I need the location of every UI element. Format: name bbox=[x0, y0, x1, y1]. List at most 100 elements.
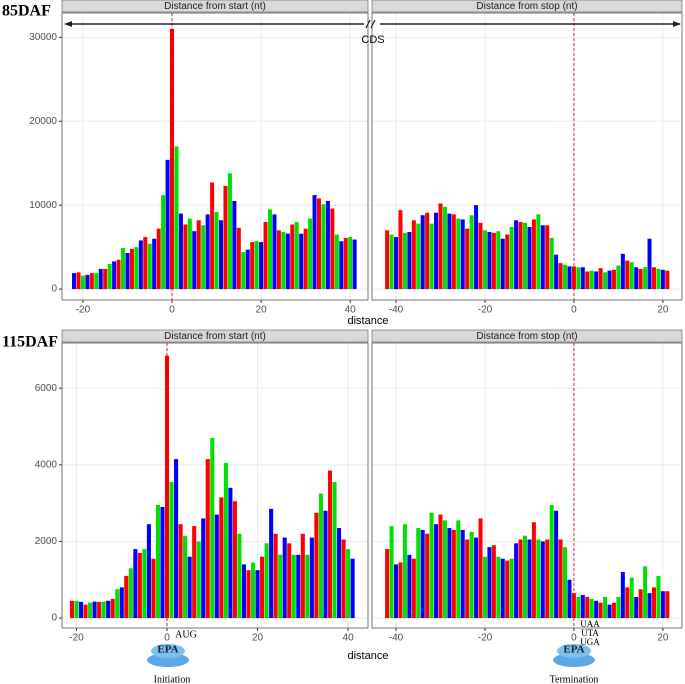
bar bbox=[133, 549, 138, 619]
bar bbox=[281, 232, 286, 290]
bar bbox=[228, 487, 233, 619]
stop-codon: UAA bbox=[580, 619, 600, 629]
bar bbox=[634, 596, 639, 619]
bar bbox=[146, 524, 151, 619]
bar bbox=[92, 601, 97, 619]
strip bbox=[371, 329, 683, 343]
bar bbox=[647, 238, 652, 290]
bar bbox=[124, 575, 129, 619]
bar bbox=[643, 566, 648, 619]
bar bbox=[491, 545, 496, 619]
break-mark bbox=[365, 19, 376, 29]
panel: Distance from stop (nt) -40 -20 0 20 bbox=[371, 0, 683, 316]
bar bbox=[210, 438, 215, 619]
bar bbox=[420, 215, 425, 290]
bar bbox=[638, 268, 643, 290]
ribosome-icon bbox=[147, 644, 189, 667]
bar bbox=[398, 210, 403, 290]
bar bbox=[72, 273, 77, 290]
bar bbox=[665, 270, 670, 290]
bar bbox=[161, 195, 166, 290]
bar bbox=[402, 524, 407, 619]
bar bbox=[394, 237, 399, 290]
bar bbox=[321, 204, 326, 290]
bar bbox=[482, 556, 487, 619]
bar bbox=[138, 240, 143, 290]
bar bbox=[416, 223, 421, 290]
panel-border bbox=[371, 12, 683, 301]
y-tick-label: 6000 bbox=[35, 383, 58, 394]
bar bbox=[549, 505, 554, 619]
bar bbox=[348, 237, 353, 290]
row-label: 85DAF bbox=[2, 3, 51, 20]
bar bbox=[576, 596, 581, 619]
bar bbox=[318, 493, 323, 619]
bar bbox=[241, 252, 246, 290]
bar bbox=[554, 510, 559, 619]
bar bbox=[620, 572, 625, 619]
bar bbox=[402, 232, 407, 290]
bar bbox=[478, 222, 483, 290]
bar bbox=[94, 273, 99, 290]
bar bbox=[616, 265, 621, 290]
bar bbox=[638, 589, 643, 619]
bar bbox=[567, 579, 572, 619]
bar bbox=[330, 208, 335, 290]
bar bbox=[514, 543, 519, 619]
layout bbox=[64, 19, 681, 667]
bar bbox=[447, 528, 452, 619]
bar bbox=[469, 531, 474, 619]
bar bbox=[97, 601, 102, 619]
bar bbox=[420, 529, 425, 619]
bar bbox=[350, 558, 355, 619]
bar bbox=[447, 213, 452, 290]
bar bbox=[451, 214, 456, 290]
bar bbox=[106, 600, 111, 619]
bar bbox=[232, 200, 237, 290]
panel-border bbox=[371, 342, 683, 629]
bar bbox=[268, 209, 273, 290]
strip-title: Distance from stop (nt) bbox=[476, 1, 577, 12]
bar bbox=[169, 482, 174, 619]
panel-border bbox=[61, 12, 369, 301]
bar bbox=[264, 543, 269, 619]
x-tick-label: -40 bbox=[389, 305, 404, 316]
x-tick-label: 0 bbox=[571, 305, 577, 316]
bar bbox=[119, 587, 124, 619]
bar bbox=[438, 203, 443, 290]
bar bbox=[607, 604, 612, 619]
bar bbox=[246, 570, 251, 619]
bar bbox=[563, 264, 568, 290]
bar bbox=[549, 237, 554, 290]
x-tick-label: -20 bbox=[76, 305, 91, 316]
bar bbox=[576, 267, 581, 290]
bar bbox=[178, 213, 183, 290]
stage-label: Termination bbox=[550, 674, 599, 684]
bar bbox=[339, 241, 344, 290]
bar bbox=[165, 159, 170, 290]
bar bbox=[598, 602, 603, 619]
bar bbox=[527, 539, 532, 619]
bar bbox=[282, 537, 287, 619]
bar bbox=[88, 602, 93, 619]
bar bbox=[164, 355, 170, 619]
bar bbox=[219, 220, 224, 290]
bar bbox=[227, 173, 232, 290]
bar bbox=[629, 577, 634, 619]
bar bbox=[214, 514, 219, 619]
bar bbox=[254, 241, 259, 290]
bar bbox=[116, 259, 121, 290]
bar bbox=[629, 262, 634, 290]
bar bbox=[129, 248, 134, 290]
bar bbox=[250, 242, 255, 290]
bar bbox=[585, 271, 590, 290]
bar bbox=[223, 462, 228, 619]
bar bbox=[625, 260, 630, 290]
bar bbox=[474, 205, 479, 290]
bar bbox=[651, 587, 656, 619]
bar bbox=[205, 459, 210, 619]
bar bbox=[83, 604, 88, 619]
bar bbox=[272, 214, 277, 290]
y-tick-label: 0 bbox=[51, 613, 57, 624]
bar bbox=[509, 558, 514, 619]
